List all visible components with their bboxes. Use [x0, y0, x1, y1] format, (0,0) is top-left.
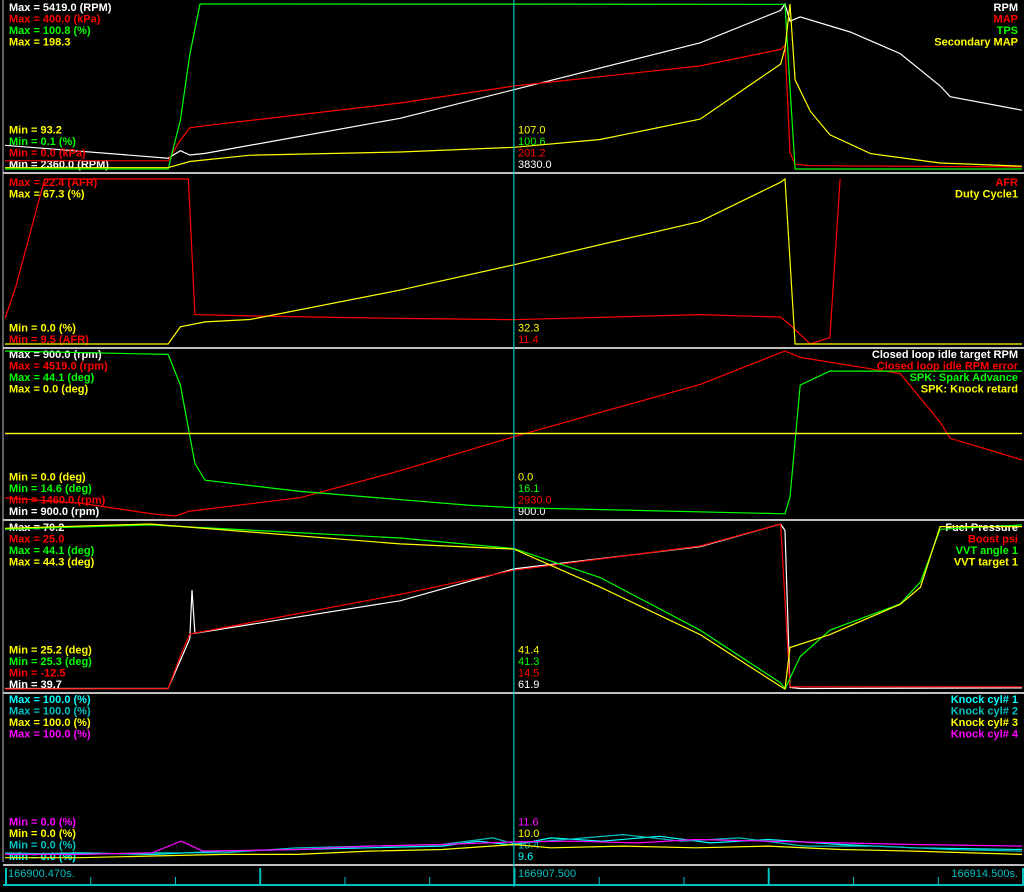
- series-line-spk-spark-advance: [4, 350, 1022, 515]
- min-label: Min = 0.0 (%): [9, 840, 76, 852]
- max-label: Max = 5419.0 (RPM): [9, 2, 112, 14]
- cursor-value: 14.5: [518, 668, 539, 680]
- legend-entry[interactable]: Fuel Pressure: [945, 522, 1018, 534]
- min-label: Min = 25.2 (deg): [9, 645, 92, 657]
- max-label: Max = 67.3 (%): [9, 189, 85, 201]
- legend-entry[interactable]: Boost psi: [968, 534, 1018, 546]
- cursor-value: 3830.0: [518, 159, 552, 171]
- min-label: Min = 0.0 (%): [9, 828, 76, 840]
- min-label: Min = 0.1 (%): [9, 136, 76, 148]
- cursor-value: 9.6: [518, 851, 533, 863]
- cursor-value: 900.0: [518, 506, 546, 518]
- cursor-value: 41.3: [518, 656, 539, 668]
- min-label: Min = 0.0 (%): [9, 323, 76, 335]
- series-line-secondary-map: [5, 3, 1023, 169]
- legend-entry[interactable]: Knock cyl# 4: [951, 729, 1019, 741]
- max-label: Max = 44.1 (deg): [9, 372, 95, 384]
- min-label: Min = 900.0 (rpm): [9, 506, 100, 518]
- series-line-vvt-target-1: [4, 523, 1022, 690]
- max-label: Max = 0.0 (deg): [9, 384, 89, 396]
- min-label: Min = 0.0 (deg): [9, 472, 86, 484]
- max-label: Max = 400.0 (kPa): [9, 14, 101, 26]
- min-label: Min = 0.0 (kPa): [9, 148, 86, 160]
- min-label: Min = 39.7: [9, 679, 62, 691]
- legend-entry[interactable]: Duty Cycle1: [955, 189, 1018, 201]
- legend-entry[interactable]: Closed loop idle target RPM: [872, 349, 1018, 361]
- cursor-value: 11.4: [518, 334, 539, 346]
- cursor-value: 16.1: [518, 483, 539, 495]
- time-axis[interactable]: 166900.470s. 166907.500 166914.500s.: [3, 868, 1024, 886]
- series-line-boost-psi: [4, 523, 1022, 690]
- axis-cursor-label: 166907.500: [518, 868, 576, 880]
- graph-panel-5[interactable]: Max = 100.0 (%) Min = 0.0 (%) 9.6 Knock cyl…: [4, 694, 1023, 863]
- max-label: Max = 22.4 (AFR): [9, 177, 98, 189]
- legend-entry[interactable]: Knock cyl# 3: [951, 717, 1018, 729]
- max-label: Max = 198.3: [9, 37, 70, 49]
- legend-entry[interactable]: Knock cyl# 1: [951, 694, 1018, 706]
- min-label: Min = -12.5: [9, 668, 66, 680]
- legend-entry[interactable]: VVT angle 1: [956, 545, 1018, 557]
- max-label: Max = 100.0 (%): [9, 694, 91, 706]
- cursor-value: 0.0: [518, 472, 533, 484]
- legend-entry[interactable]: Knock cyl# 2: [951, 706, 1018, 718]
- series-line-fuel-pressure: [5, 523, 1023, 690]
- cursor-value: 2930.0: [518, 495, 552, 507]
- legend-entry[interactable]: Secondary MAP: [934, 37, 1018, 49]
- legend-entry[interactable]: VVT target 1: [954, 557, 1018, 569]
- cursor-value: 32.3: [518, 323, 539, 335]
- series-line-knock-cyl-4: [5, 838, 1023, 856]
- legend-entry[interactable]: SPK: Knock retard: [921, 384, 1018, 396]
- max-label: Max = 4519.0 (rpm): [9, 361, 108, 373]
- max-label: Max = 25.0: [9, 534, 64, 546]
- min-label: Min = 25.3 (deg): [9, 656, 92, 668]
- max-label: Max = 100.0 (%): [9, 729, 91, 741]
- max-label: Max = 100.0 (%): [9, 717, 91, 729]
- legend-entry[interactable]: SPK: Spark Advance: [910, 372, 1018, 384]
- legend-entry[interactable]: MAP: [994, 14, 1018, 26]
- min-label: Min = 9.5 (AFR): [9, 334, 89, 346]
- cursor-value: 41.4: [518, 645, 539, 657]
- cursor-value: 107.0: [518, 125, 546, 137]
- max-label: Max = 100.8 (%): [9, 25, 91, 37]
- cursor-value: 201.2: [518, 148, 546, 160]
- cursor-value: 11.6: [518, 817, 539, 829]
- series-line-duty-cycle1: [5, 177, 1022, 345]
- graph-panel-1[interactable]: Max = 5419.0 (RPM)Min = 2360.0 (RPM) 3830…: [4, 2, 1023, 171]
- series-line-afr: [4, 178, 841, 345]
- legend-entry[interactable]: Closed loop idle RPM error: [877, 361, 1019, 373]
- cursor-value: 61.9: [518, 679, 539, 691]
- max-label: Max = 44.1 (deg): [9, 545, 95, 557]
- min-label: Min = 1460.0 (rpm): [9, 495, 106, 507]
- cursor-value: 10.0: [518, 828, 539, 840]
- series-line-vvt-angle-1: [4, 524, 1023, 691]
- legend-entry[interactable]: RPM: [994, 2, 1018, 14]
- min-label: Min = 0.0 (%): [9, 817, 76, 829]
- legend-entry[interactable]: TPS: [997, 25, 1018, 37]
- min-label: Min = 14.6 (deg): [9, 483, 92, 495]
- axis-start-label: 166900.470s.: [8, 868, 75, 880]
- max-label: Max = 44.3 (deg): [9, 557, 95, 569]
- max-label: Max = 100.0 (%): [9, 706, 91, 718]
- legend-entry[interactable]: AFR: [995, 177, 1018, 189]
- axis-end-label: 166914.500s.: [951, 868, 1018, 880]
- series-line-tps: [5, 3, 1022, 170]
- series-line-rpm: [4, 2, 1023, 159]
- min-label: Min = 93.2: [9, 125, 62, 137]
- graph-panel-2[interactable]: Max = 22.4 (AFR) Min = 9.5 (AFR) 11.4 AFR Ma…: [4, 177, 1022, 346]
